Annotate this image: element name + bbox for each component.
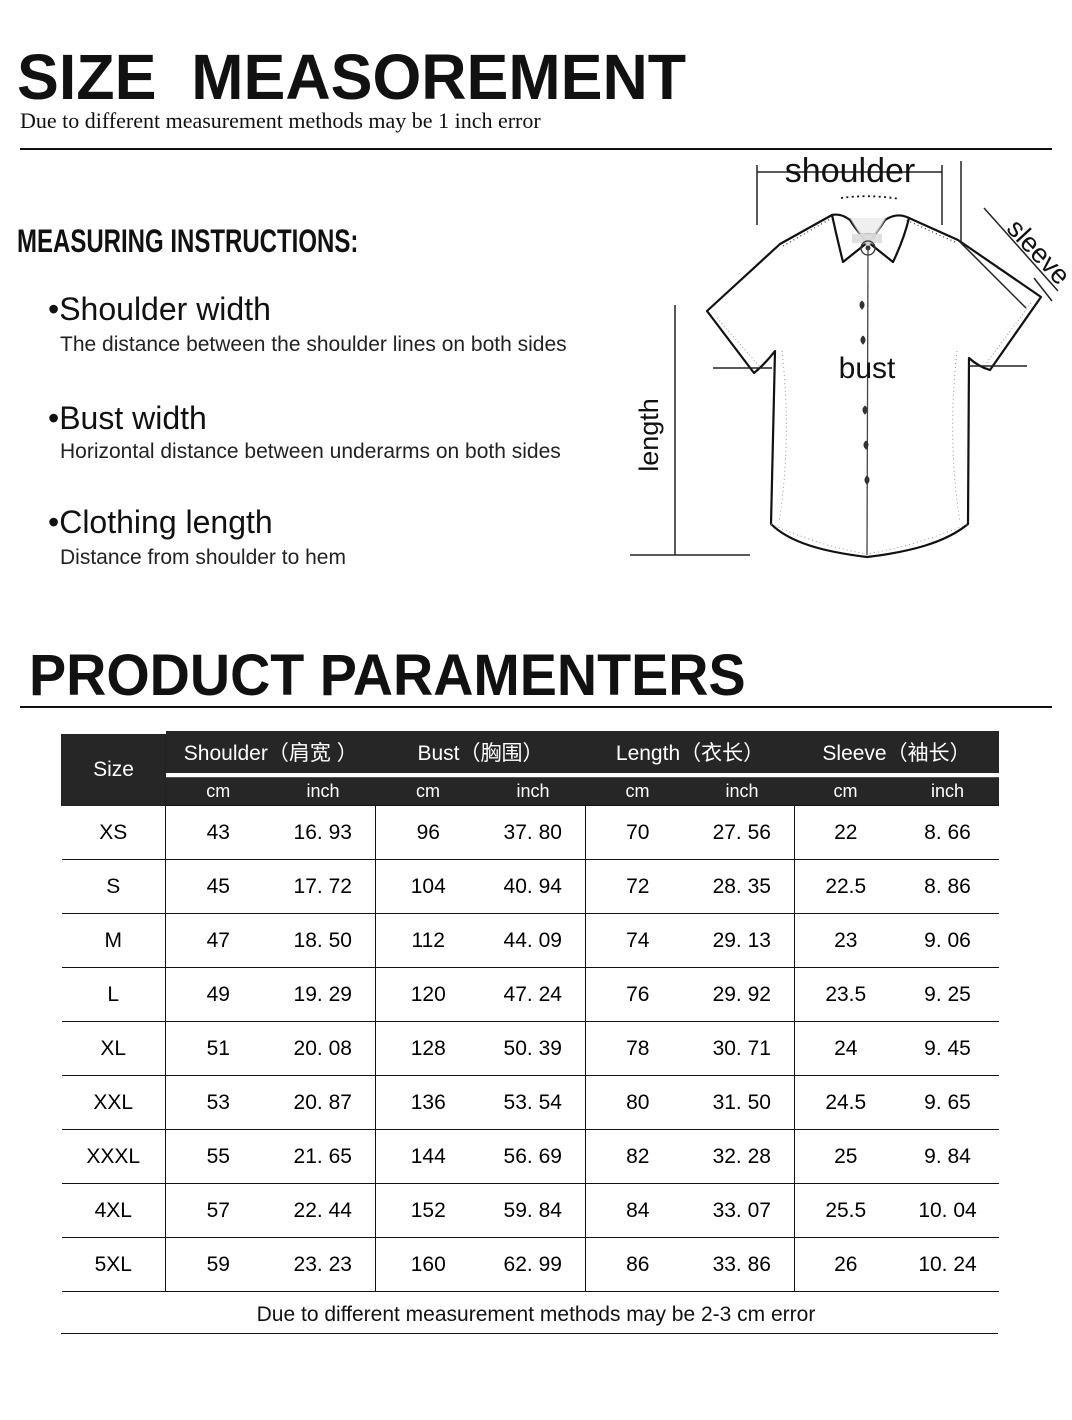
svg-text:bust: bust	[839, 352, 896, 385]
svg-text:length: length	[634, 398, 664, 472]
svg-text:shoulder: shoulder	[785, 152, 915, 190]
